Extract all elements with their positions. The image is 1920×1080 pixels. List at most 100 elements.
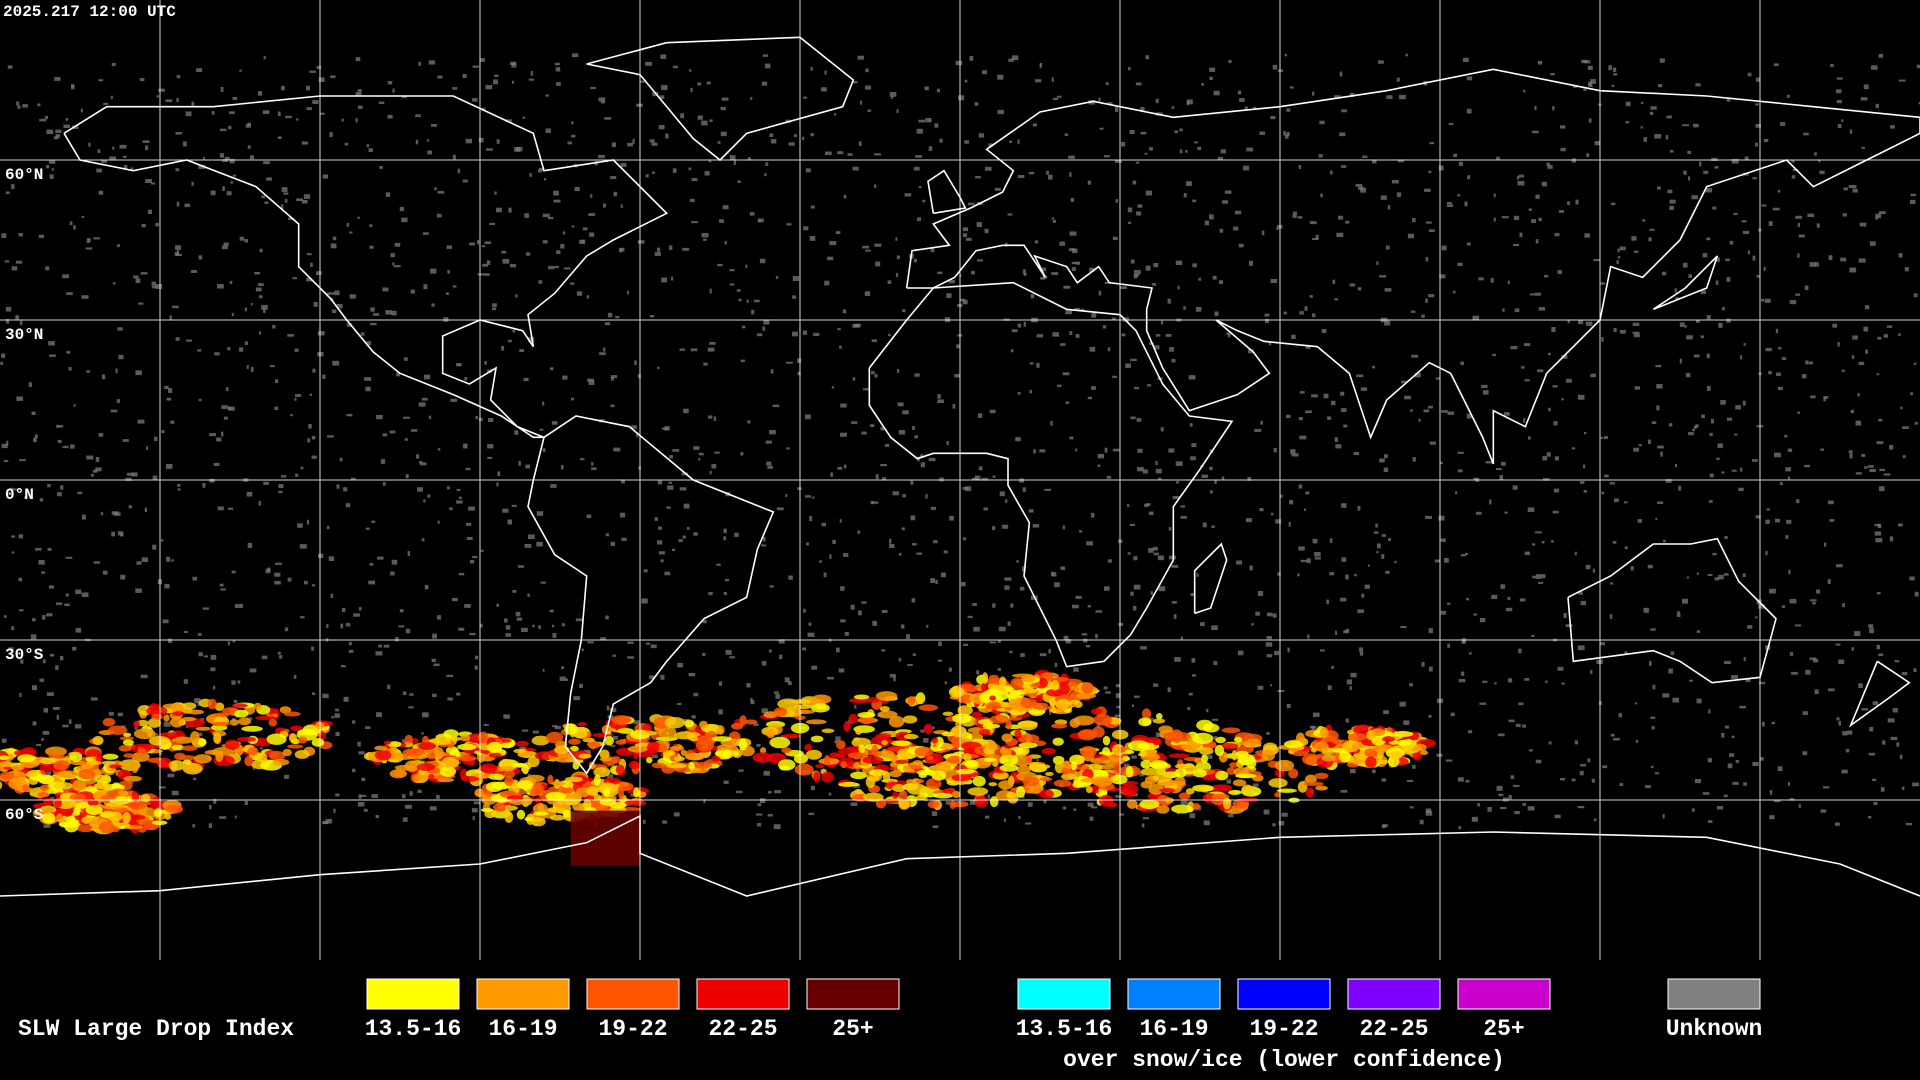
cloud-speck <box>370 322 377 326</box>
cloud-speck <box>401 739 406 743</box>
cloud-speck <box>1460 671 1465 676</box>
cloud-speck <box>1383 710 1389 715</box>
cloud-speck <box>35 547 42 551</box>
cloud-speck <box>1168 527 1172 531</box>
cloud-speck <box>1802 711 1808 716</box>
cloud-speck <box>661 277 668 283</box>
cloud-speck <box>708 415 713 419</box>
cloud-speck <box>401 217 408 223</box>
cloud-speck <box>1259 508 1264 512</box>
cloud-speck <box>912 653 916 657</box>
cloud-speck <box>550 484 557 488</box>
cloud-speck <box>296 118 299 121</box>
cloud-blob <box>170 716 184 728</box>
cloud-speck <box>1706 237 1711 241</box>
cloud-speck <box>759 258 766 264</box>
legend-title: SLW Large Drop Index <box>18 1016 294 1042</box>
cloud-blob <box>172 736 194 744</box>
cloud-speck <box>165 464 173 469</box>
cloud-speck <box>1722 306 1725 311</box>
cloud-blob <box>545 731 564 744</box>
cloud-speck <box>306 277 312 282</box>
cloud-speck <box>1211 625 1218 630</box>
cloud-blob <box>500 758 512 767</box>
cloud-speck <box>472 816 475 820</box>
cloud-speck <box>895 237 898 241</box>
cloud-speck <box>1447 643 1451 648</box>
cloud-speck <box>1662 814 1665 819</box>
cloud-speck <box>1264 318 1269 324</box>
cloud-speck <box>474 665 478 670</box>
cloud-speck <box>45 115 49 120</box>
cloud-speck <box>437 520 440 524</box>
cloud-blob <box>665 727 677 739</box>
cloud-blob <box>963 760 979 768</box>
cloud-speck <box>1489 499 1492 505</box>
cloud-speck <box>1795 215 1802 219</box>
cloud-speck <box>325 818 333 824</box>
cloud-speck <box>1755 103 1759 106</box>
cloud-speck <box>1642 219 1646 222</box>
cloud-speck <box>383 644 390 648</box>
cloud-speck <box>671 276 674 281</box>
cloud-speck <box>47 483 51 488</box>
cloud-blob <box>948 686 965 698</box>
cloud-speck <box>255 287 262 292</box>
cloud-speck <box>554 725 562 730</box>
cloud-speck <box>717 263 723 267</box>
cloud-speck <box>175 168 180 172</box>
cloud-speck <box>369 562 374 566</box>
cloud-speck <box>552 632 557 638</box>
cloud-speck <box>1063 635 1069 641</box>
cloud-speck <box>191 181 194 186</box>
cloud-speck <box>1421 661 1425 667</box>
cloud-blob <box>32 808 47 817</box>
cloud-speck <box>1788 781 1791 786</box>
cloud-speck <box>15 260 23 264</box>
cloud-speck <box>1292 213 1297 218</box>
cloud-speck <box>762 326 766 331</box>
cloud-blob <box>1274 791 1281 798</box>
cloud-speck <box>1202 522 1207 528</box>
cloud-speck <box>1473 613 1478 616</box>
cloud-speck <box>101 374 106 380</box>
coastline <box>1193 542 1228 615</box>
cloud-speck <box>1819 170 1825 175</box>
cloud-speck <box>708 591 713 596</box>
cloud-speck <box>295 394 302 398</box>
cloud-speck <box>1777 189 1781 193</box>
cloud-speck <box>1758 604 1765 609</box>
cloud-speck <box>581 648 584 652</box>
cloud-blob <box>487 741 503 754</box>
cloud-speck <box>1201 83 1205 86</box>
cloud-speck <box>1654 134 1662 139</box>
cloud-speck <box>642 819 646 824</box>
cloud-speck <box>1818 159 1821 163</box>
cloud-speck <box>857 530 861 534</box>
cloud-speck <box>637 374 641 379</box>
cloud-speck <box>802 647 807 651</box>
cloud-speck <box>46 165 50 169</box>
cloud-speck <box>1507 678 1513 683</box>
cloud-blob <box>1002 748 1012 756</box>
cloud-speck <box>630 793 635 797</box>
cloud-speck <box>697 82 702 86</box>
cloud-speck <box>1879 468 1885 472</box>
cloud-blob <box>1219 743 1239 750</box>
cloud-speck <box>517 565 524 568</box>
cloud-blob <box>1232 779 1247 787</box>
cloud-speck <box>408 706 414 709</box>
cloud-speck <box>691 715 696 719</box>
cloud-speck <box>1075 595 1082 599</box>
cloud-blob <box>1158 725 1173 734</box>
cloud-speck <box>1062 372 1070 376</box>
cloud-speck <box>1175 461 1183 466</box>
cloud-speck <box>724 240 727 245</box>
cloud-speck <box>1768 221 1773 227</box>
cloud-speck <box>1461 639 1466 644</box>
cloud-blob <box>52 754 65 760</box>
cloud-speck <box>165 99 173 103</box>
cloud-speck <box>775 694 781 699</box>
cloud-speck <box>1272 613 1277 618</box>
cloud-speck <box>1139 772 1145 777</box>
